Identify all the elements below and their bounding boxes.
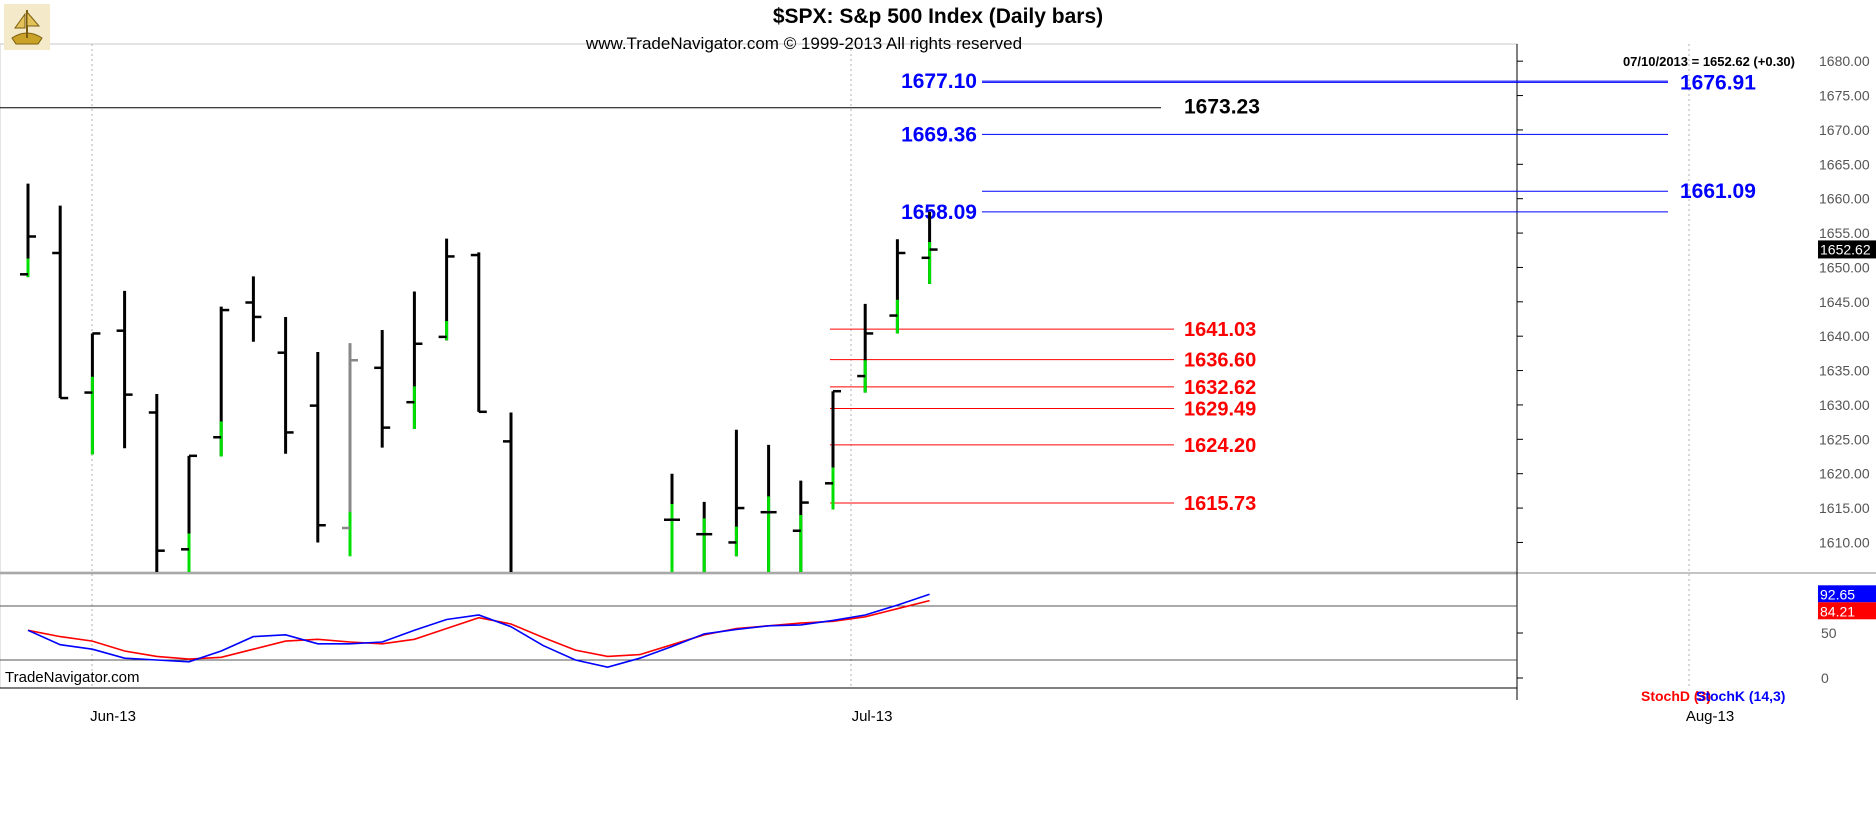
y-tick-label: 1625.00 [1819, 431, 1870, 447]
stochk-value-label: 92.65 [1820, 586, 1855, 602]
level-label: 1629.49 [1184, 398, 1256, 420]
level-label: 1661.09 [1680, 180, 1756, 203]
y-tick-label: 1640.00 [1819, 328, 1870, 344]
y-tick-label: 1645.00 [1819, 294, 1870, 310]
level-label: 1658.09 [901, 201, 977, 224]
y-tick-label: 1660.00 [1819, 191, 1870, 207]
chart-subtitle: www.TradeNavigator.com © 1999-2013 All r… [585, 34, 1022, 53]
watermark: TradeNavigator.com [5, 669, 140, 686]
level-label: 1615.73 [1184, 493, 1256, 515]
stoch-tick-label: 50 [1821, 625, 1837, 641]
x-tick-label: Jun-13 [90, 708, 136, 725]
stochd-value-label: 84.21 [1820, 603, 1855, 619]
chart-title: $SPX: S&p 500 Index (Daily bars) [773, 5, 1103, 28]
y-tick-label: 1650.00 [1819, 259, 1870, 275]
legend-stochk: StochK (14,3) [1696, 688, 1785, 704]
x-tick-label: Jul-13 [852, 708, 893, 725]
level-label: 1624.20 [1184, 435, 1256, 457]
last-price-tag: 1652.62 [1820, 241, 1871, 257]
y-tick-label: 1680.00 [1819, 53, 1870, 69]
stochk-line [27, 593, 930, 669]
y-tick-label: 1630.00 [1819, 397, 1870, 413]
y-tick-label: 1675.00 [1819, 88, 1870, 104]
x-tick-label: Aug-13 [1686, 708, 1734, 725]
last-price-readout: 07/10/2013 = 1652.62 (+0.30) [1623, 54, 1795, 69]
level-label: 1632.62 [1184, 377, 1256, 399]
stochd-value-tag-bg [1818, 602, 1876, 620]
level-label: 1641.03 [1184, 319, 1256, 341]
last-price-tag-bg [1818, 240, 1876, 259]
level-label: 1677.10 [901, 70, 977, 93]
y-tick-label: 1620.00 [1819, 466, 1870, 482]
stochk-value-tag-bg [1818, 585, 1876, 603]
tradenavigator-logo-icon [4, 4, 50, 50]
stoch-tick-label: 0 [1821, 670, 1829, 686]
y-tick-label: 1670.00 [1819, 122, 1870, 138]
y-tick-label: 1665.00 [1819, 156, 1870, 172]
y-tick-label: 1655.00 [1819, 225, 1870, 241]
level-label: 1636.60 [1184, 350, 1256, 372]
stochastic-panel [0, 573, 1518, 689]
level-label: 1673.23 [1184, 96, 1260, 119]
level-label: 1669.36 [901, 123, 977, 146]
y-tick-label: 1635.00 [1819, 363, 1870, 379]
legend-stochd: StochD (3) [1641, 688, 1711, 704]
y-tick-label: 1610.00 [1819, 534, 1870, 550]
price-panel [0, 43, 1518, 573]
level-label: 1676.91 [1680, 71, 1756, 94]
y-tick-label: 1615.00 [1819, 500, 1870, 516]
